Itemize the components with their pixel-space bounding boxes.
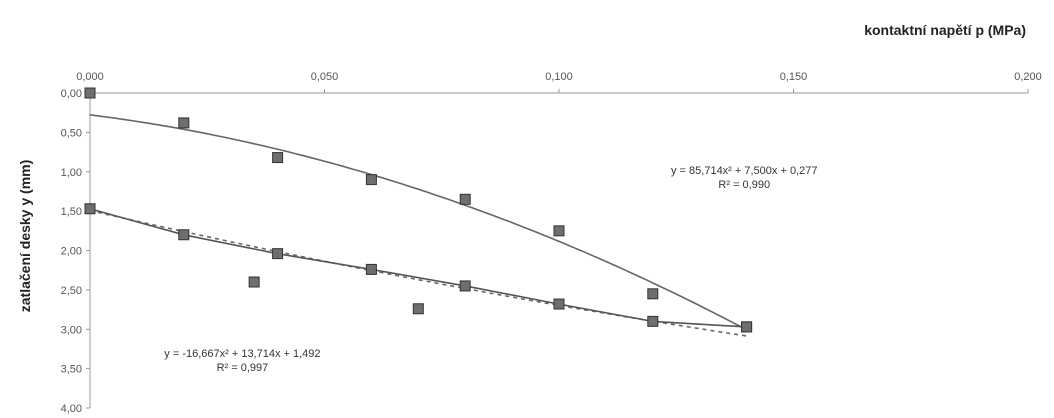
- series-1-marker: [459, 193, 471, 205]
- trendline-2-r2: R² = 0,997: [217, 362, 269, 374]
- y-tick-label: 0,00: [61, 88, 82, 100]
- axes: [89, 92, 1028, 408]
- x-axis-title: kontaktní napětí p (MPa): [864, 22, 1026, 38]
- series-2-marker: [178, 229, 190, 241]
- series-1-marker: [647, 288, 659, 300]
- x-tick-label: 0,100: [545, 71, 573, 83]
- series-1-marker: [553, 225, 565, 237]
- x-tick-label: 0,200: [1014, 71, 1042, 83]
- y-tick-label: 1,00: [61, 167, 82, 179]
- series-1-marker: [272, 152, 284, 164]
- trendline-1-equation: y = 85,714x² + 7,500x + 0,277: [671, 165, 817, 177]
- ticks: 0,000 0,050 0,100 0,150 0,200 0,00 0,50 1,00 1,5…: [61, 71, 1042, 415]
- series-1-marker: [178, 117, 190, 129]
- series-1-marker: [84, 87, 96, 99]
- series-2-marker: [459, 280, 471, 292]
- y-tick-label: 1,50: [61, 206, 82, 218]
- series-2-marker: [553, 298, 565, 310]
- y-tick-label: 2,00: [61, 246, 82, 258]
- trendline-2: [89, 209, 747, 337]
- series-1-marker: [365, 174, 377, 186]
- series-2-marker: [647, 315, 659, 327]
- series-2-marker: [272, 248, 284, 260]
- series-2-marker: [741, 321, 753, 333]
- y-tick-label: 3,50: [61, 364, 82, 376]
- x-tick-label: 0,150: [780, 71, 808, 83]
- trendlines: [89, 114, 747, 337]
- x-tick-label: 0,000: [76, 71, 104, 83]
- trendline-1: [89, 114, 747, 331]
- series-2-marker: [365, 263, 377, 275]
- y-tick-label: 2,50: [61, 285, 82, 297]
- x-tick-label: 0,050: [311, 71, 339, 83]
- series-3-marker: [412, 303, 424, 315]
- trendline-2-equation: y = -16,667x² + 13,714x + 1,492: [164, 348, 320, 360]
- y-axis-title: zatlačení desky y (mm): [17, 160, 33, 313]
- series-2-marker: [84, 203, 96, 215]
- markers: [84, 87, 753, 333]
- series-2-line: [89, 208, 747, 328]
- y-tick-label: 0,50: [61, 127, 82, 139]
- y-tick-label: 3,00: [61, 324, 82, 336]
- series-3-marker: [248, 276, 260, 288]
- series-lines: [89, 208, 747, 328]
- y-tick-label: 4,00: [61, 403, 82, 415]
- annotations: y = 85,714x² + 7,500x + 0,277 R² = 0,990 y…: [164, 165, 817, 374]
- trendline-1-r2: R² = 0,990: [718, 179, 770, 191]
